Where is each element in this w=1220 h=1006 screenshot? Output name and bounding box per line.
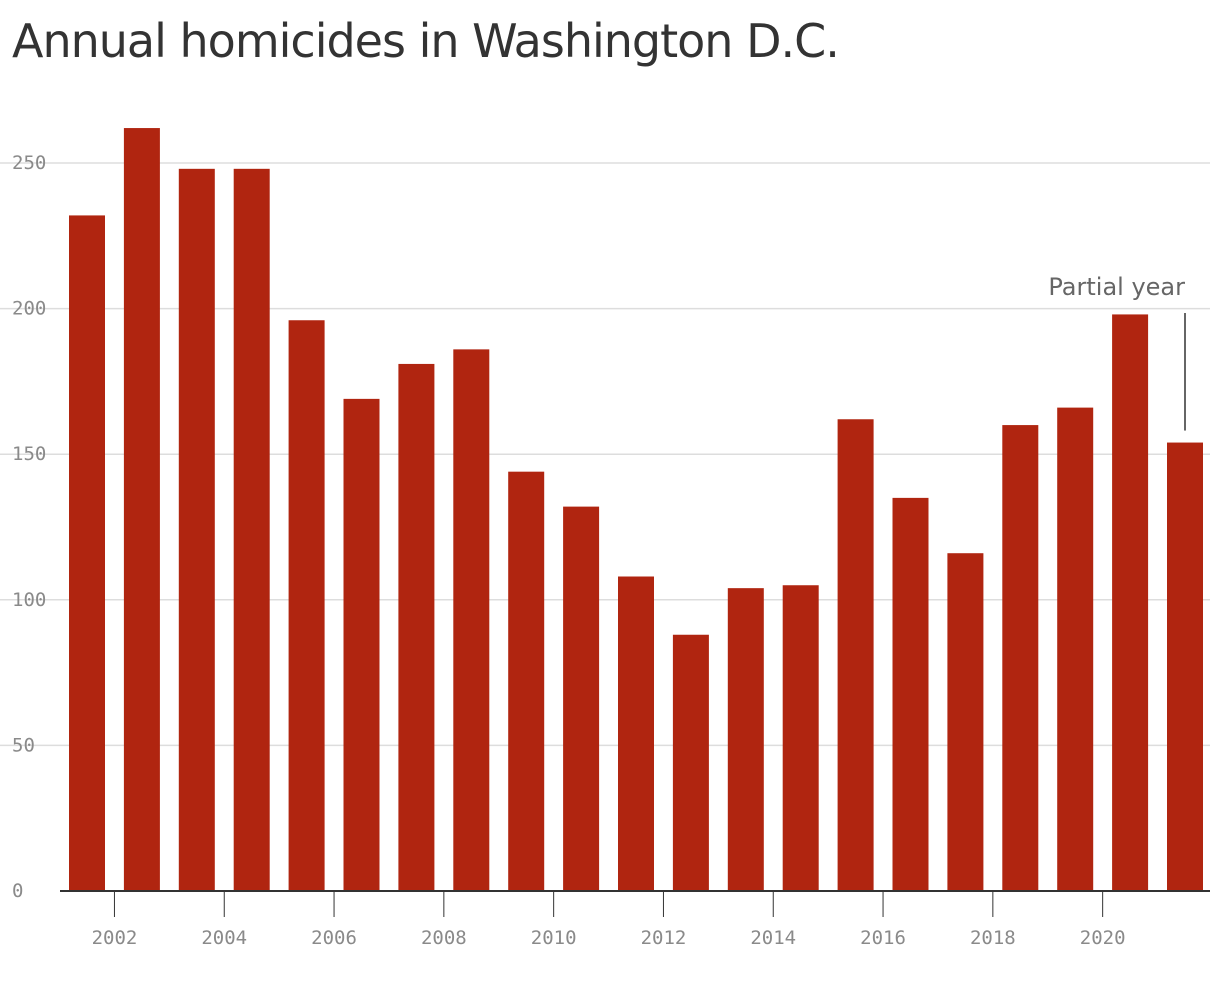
- annotations: Partial year: [1048, 273, 1186, 431]
- y-tick-label: 200: [12, 298, 46, 320]
- x-tick-label: 2014: [750, 927, 796, 949]
- bar-2005: [288, 320, 325, 891]
- bar-2020: [1112, 314, 1149, 891]
- bar-2021: [1167, 442, 1203, 891]
- annotation-label: Partial year: [1048, 273, 1185, 301]
- bar-2009: [508, 471, 545, 891]
- x-tick-label: 2016: [860, 927, 906, 949]
- bar-2015: [837, 419, 874, 891]
- chart-title: Annual homicides in Washington D.C.: [12, 14, 840, 68]
- bar-2017: [947, 553, 984, 891]
- bar-2019: [1057, 407, 1094, 891]
- x-tick-label: 2010: [531, 927, 577, 949]
- bar-2002: [123, 128, 160, 891]
- x-tick-label: 2020: [1080, 927, 1126, 949]
- bar-2003: [178, 168, 215, 892]
- x-axis: 2002 2004 2006 2008 2010 2012 2014 2016 2018 2020: [60, 890, 1210, 949]
- x-tick-label: 2008: [421, 927, 467, 949]
- bar-2016: [892, 497, 929, 891]
- y-tick-label: 150: [12, 443, 46, 465]
- bar-2013: [727, 588, 764, 891]
- bar-2012: [672, 634, 709, 891]
- x-tick-label: 2002: [92, 927, 138, 949]
- bar-2006: [343, 398, 380, 891]
- x-tick-label: 2006: [311, 927, 357, 949]
- y-tick-label: 100: [12, 589, 46, 611]
- bars: [69, 128, 1203, 892]
- y-tick-label: 250: [12, 152, 46, 174]
- x-tick-label: 2018: [970, 927, 1016, 949]
- bar-2007: [398, 363, 435, 892]
- bar-2014: [782, 585, 819, 891]
- bar-2008: [453, 349, 490, 891]
- y-tick-label: 0: [12, 880, 23, 902]
- x-tick-label: 2012: [641, 927, 687, 949]
- x-tick-label: 2004: [201, 927, 247, 949]
- y-tick-label: 50: [12, 734, 35, 756]
- bar-2018: [1002, 425, 1039, 891]
- bar-2001: [69, 215, 105, 891]
- bar-2010: [563, 506, 600, 891]
- bar-2011: [618, 576, 654, 891]
- bar-2004: [233, 168, 270, 892]
